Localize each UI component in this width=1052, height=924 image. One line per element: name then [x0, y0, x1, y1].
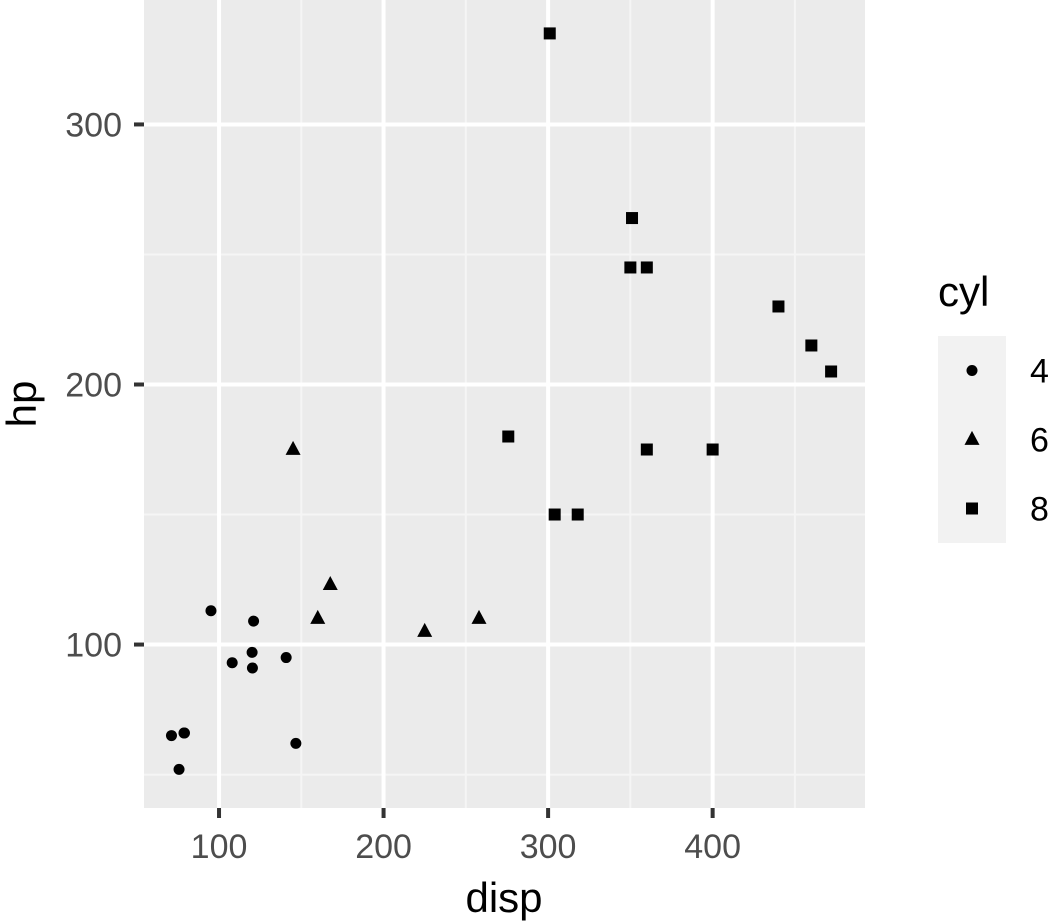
- y-tick-label: 300: [65, 106, 122, 144]
- y-axis-title: hp: [0, 381, 45, 428]
- plot-panel: [144, 0, 865, 808]
- x-tick-label: 200: [355, 828, 412, 866]
- y-tick-label: 100: [65, 627, 122, 665]
- legend-key-square: [966, 502, 978, 515]
- data-point-square: [543, 27, 556, 40]
- data-point-square: [825, 365, 838, 378]
- data-point-circle: [280, 652, 292, 664]
- data-point-circle: [248, 615, 260, 627]
- data-point-square: [805, 339, 818, 352]
- major-gridlines: [144, 0, 865, 808]
- data-point-square: [626, 212, 639, 225]
- data-point-triangle: [471, 609, 487, 624]
- data-points: [165, 27, 838, 775]
- data-point-triangle: [322, 576, 338, 591]
- x-tick-label: 300: [520, 828, 577, 866]
- data-point-square: [624, 261, 637, 274]
- data-point-circle: [246, 646, 258, 658]
- data-point-square: [640, 261, 653, 274]
- data-point-circle: [205, 605, 217, 617]
- data-point-square: [571, 508, 584, 521]
- y-tick-label: 200: [65, 366, 122, 404]
- minor-gridlines: [144, 0, 865, 808]
- data-point-circle: [246, 662, 258, 674]
- data-point-circle: [178, 727, 190, 739]
- legend-title: cyl: [938, 268, 989, 315]
- tick-labels: 100 200 300 400 100 200 300: [65, 106, 741, 866]
- data-point-square: [640, 443, 653, 456]
- legend-key-triangle: [964, 430, 980, 445]
- data-point-circle: [290, 737, 302, 749]
- data-point-square: [548, 508, 561, 521]
- legend-label: 4: [1030, 353, 1049, 391]
- x-axis-title: disp: [465, 874, 542, 921]
- data-point-square: [706, 443, 719, 456]
- data-point-square: [772, 300, 785, 313]
- x-tick-label: 100: [191, 828, 248, 866]
- data-point-circle: [226, 657, 238, 669]
- data-point-square: [502, 430, 515, 443]
- axis-ticks: [134, 122, 715, 818]
- x-tick-label: 400: [684, 828, 741, 866]
- data-point-triangle: [417, 622, 433, 637]
- data-point-triangle: [285, 440, 301, 455]
- legend: 4 6 8: [938, 336, 1049, 543]
- data-point-triangle: [310, 609, 326, 624]
- data-point-circle: [165, 730, 177, 742]
- data-point-circle: [173, 763, 185, 775]
- legend-label: 8: [1030, 491, 1049, 529]
- legend-label: 6: [1030, 422, 1049, 460]
- legend-key-circle: [966, 365, 978, 376]
